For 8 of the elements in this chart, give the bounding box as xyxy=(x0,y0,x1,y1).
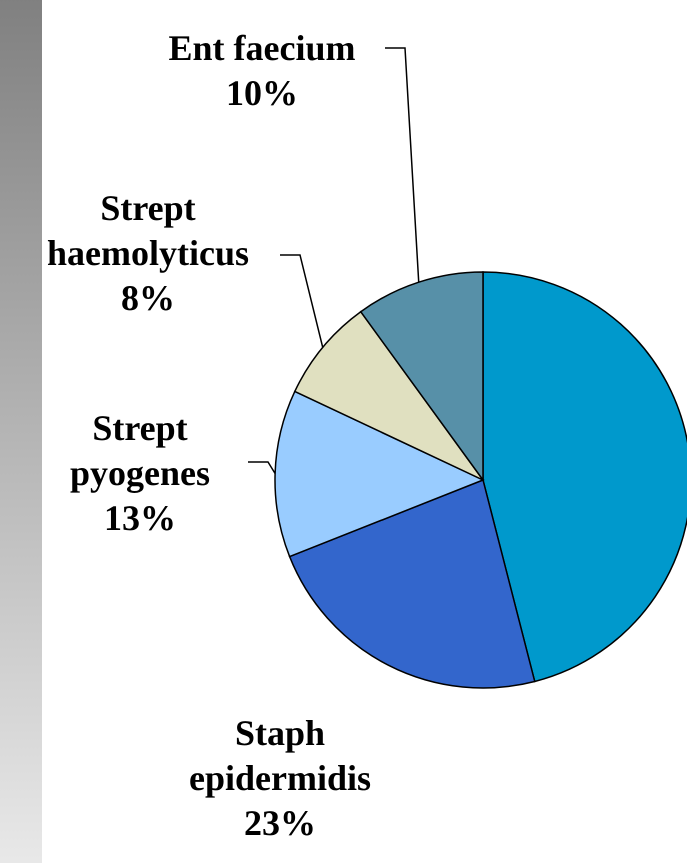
slice-label: Strept pyogenes xyxy=(70,408,210,493)
slice-label: Staph epidermidis xyxy=(188,713,372,798)
data-label: 10% xyxy=(226,73,298,113)
slice-label: Strept haemolyticus xyxy=(47,188,249,273)
data-label: 23% xyxy=(244,803,316,843)
data-label: 8% xyxy=(121,278,175,318)
slice-label: Ent faecium xyxy=(168,28,356,68)
data-label: 13% xyxy=(104,498,176,538)
